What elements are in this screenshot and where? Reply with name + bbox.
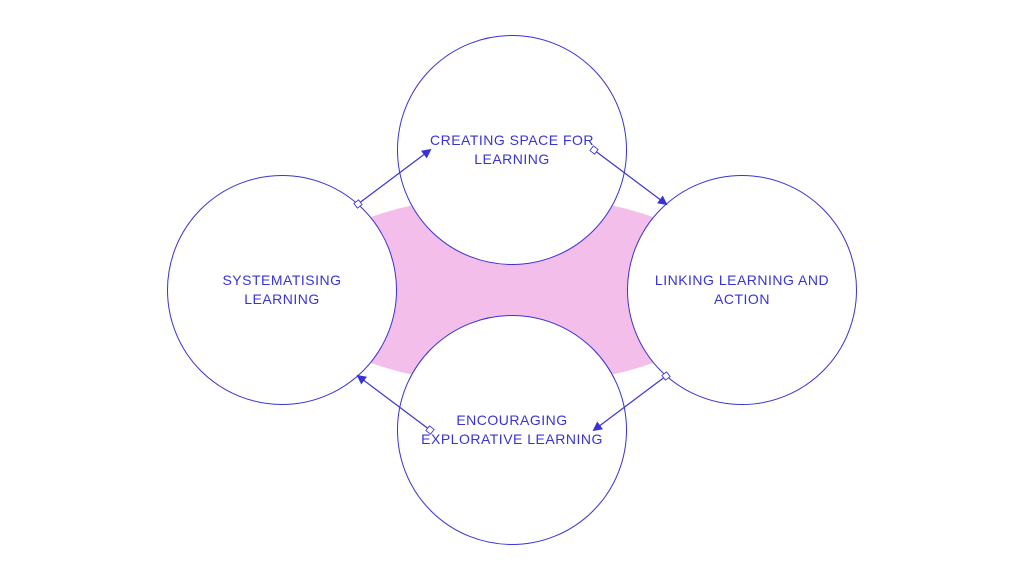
arrow-top_right xyxy=(594,150,666,204)
arrows xyxy=(0,0,1024,573)
diagram-canvas: CREATING SPACE FOR LEARNING LINKING LEAR… xyxy=(0,0,1024,573)
arrow-right_lower xyxy=(594,376,666,430)
arrow-bottom_left xyxy=(358,376,430,430)
arrow-left_upper xyxy=(358,150,430,204)
